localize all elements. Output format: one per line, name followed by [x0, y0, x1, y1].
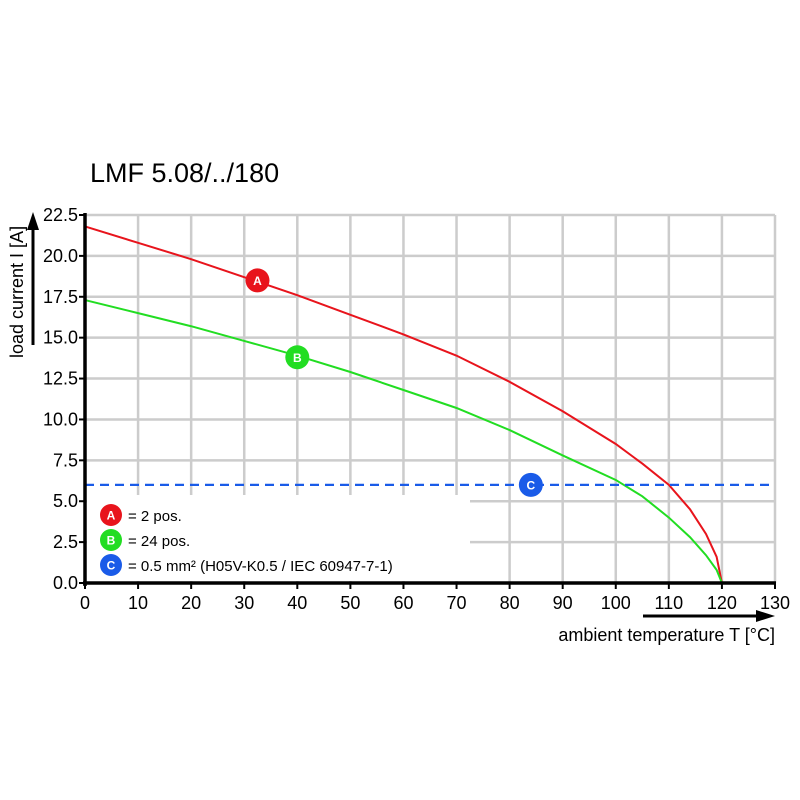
x-tick-label: 100 — [601, 593, 631, 613]
legend-entry-label: = 2 pos. — [128, 508, 182, 525]
x-axis-label: ambient temperature T [°C] — [558, 625, 775, 645]
series-line-A — [84, 225, 723, 584]
series-marker-B — [285, 345, 310, 370]
y-tick-label: 20.0 — [43, 246, 78, 266]
legend-entry-label: = 24 pos. — [128, 533, 190, 550]
y-tick-label: 22.5 — [43, 205, 78, 225]
series-marker-label: C — [527, 478, 536, 492]
x-tick-label: 110 — [654, 593, 683, 613]
series-line-B — [84, 299, 723, 584]
y-axis-arrow-head — [27, 212, 39, 230]
series-marker-label: B — [293, 351, 302, 365]
x-tick-label: 90 — [553, 593, 573, 613]
legend-entry-label: = 0.5 mm² (H05V-K0.5 / IEC 60947-7-1) — [128, 558, 393, 575]
legend-marker-A — [100, 504, 122, 526]
chart-title: LMF 5.08/../180 — [90, 158, 280, 188]
x-tick-label: 30 — [234, 593, 254, 613]
legend-marker-label: A — [107, 509, 116, 523]
legend-marker-C — [100, 554, 122, 576]
x-tick-label: 80 — [500, 593, 520, 613]
y-tick-label: 7.5 — [53, 450, 78, 470]
x-tick-label: 130 — [760, 593, 790, 613]
series-marker-C — [518, 472, 543, 497]
y-tick-label: 0.0 — [53, 573, 78, 593]
y-tick-label: 10.0 — [43, 409, 78, 429]
y-axis-label: load current I [A] — [7, 226, 27, 358]
x-tick-label: 10 — [128, 593, 148, 613]
legend-marker-B — [100, 529, 122, 551]
x-tick-label: 120 — [707, 593, 737, 613]
x-tick-label: 0 — [80, 593, 90, 613]
y-tick-label: 2.5 — [53, 532, 78, 552]
y-tick-label: 17.5 — [43, 287, 78, 307]
series-marker-A — [245, 268, 270, 293]
legend-marker-label: C — [107, 559, 116, 573]
x-tick-label: 50 — [340, 593, 360, 613]
y-tick-label: 5.0 — [53, 491, 78, 511]
legend-marker-label: B — [107, 534, 116, 548]
legend-background — [87, 495, 470, 581]
x-axis-arrow-head — [756, 610, 775, 622]
series-marker-label: A — [253, 274, 262, 288]
x-tick-label: 70 — [447, 593, 467, 613]
y-tick-label: 15.0 — [43, 328, 78, 348]
x-tick-label: 60 — [393, 593, 413, 613]
x-tick-label: 20 — [181, 593, 201, 613]
x-tick-label: 40 — [287, 593, 307, 613]
y-tick-label: 12.5 — [43, 369, 78, 389]
